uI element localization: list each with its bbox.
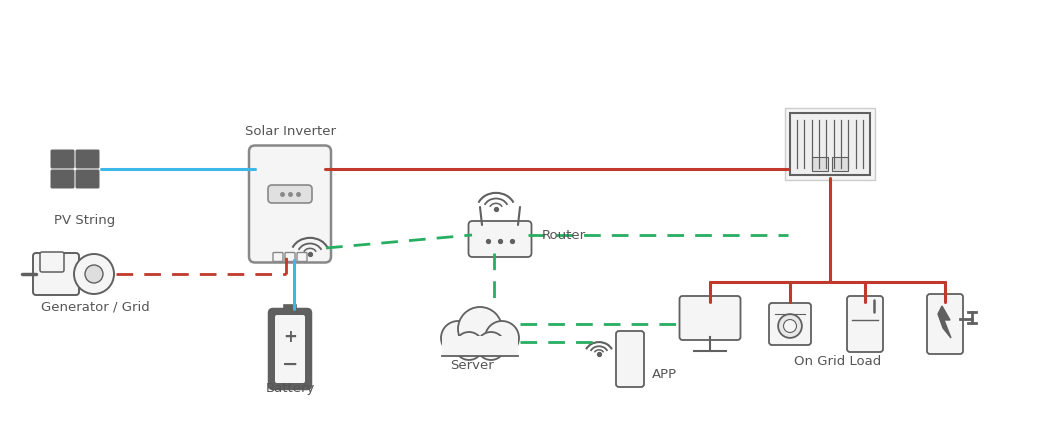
Text: Solar Inverter: Solar Inverter [245, 125, 336, 138]
FancyBboxPatch shape [33, 253, 80, 295]
Circle shape [74, 254, 114, 294]
FancyBboxPatch shape [76, 150, 99, 168]
FancyBboxPatch shape [76, 170, 99, 188]
Text: Server: Server [450, 359, 494, 372]
Text: PV String: PV String [54, 214, 116, 227]
FancyBboxPatch shape [273, 253, 283, 262]
FancyBboxPatch shape [928, 294, 962, 354]
FancyBboxPatch shape [847, 296, 883, 352]
Circle shape [85, 265, 103, 283]
FancyBboxPatch shape [249, 145, 331, 262]
Circle shape [477, 332, 505, 360]
FancyBboxPatch shape [51, 170, 74, 188]
FancyBboxPatch shape [297, 253, 307, 262]
Circle shape [458, 307, 502, 351]
Circle shape [485, 321, 519, 355]
FancyBboxPatch shape [283, 305, 297, 313]
FancyBboxPatch shape [268, 185, 312, 203]
Text: Router: Router [542, 229, 586, 242]
Text: Generator / Grid: Generator / Grid [40, 301, 149, 314]
Text: +: + [283, 328, 297, 346]
FancyBboxPatch shape [616, 331, 644, 387]
FancyBboxPatch shape [51, 150, 74, 168]
FancyBboxPatch shape [269, 309, 311, 389]
FancyBboxPatch shape [785, 108, 874, 180]
FancyBboxPatch shape [469, 221, 531, 257]
FancyBboxPatch shape [768, 303, 811, 345]
FancyBboxPatch shape [442, 336, 518, 356]
FancyBboxPatch shape [812, 157, 828, 171]
Polygon shape [938, 306, 951, 338]
Text: On Grid Load: On Grid Load [794, 355, 881, 368]
Circle shape [778, 314, 801, 338]
Text: APP: APP [652, 368, 677, 382]
Text: −: − [282, 354, 298, 374]
Text: Battery: Battery [265, 382, 315, 395]
FancyBboxPatch shape [832, 157, 848, 171]
Circle shape [441, 321, 475, 355]
Circle shape [455, 332, 483, 360]
FancyBboxPatch shape [679, 296, 741, 340]
Circle shape [783, 320, 796, 332]
FancyBboxPatch shape [40, 252, 64, 272]
FancyBboxPatch shape [285, 253, 295, 262]
FancyBboxPatch shape [790, 113, 870, 175]
FancyBboxPatch shape [275, 315, 305, 383]
